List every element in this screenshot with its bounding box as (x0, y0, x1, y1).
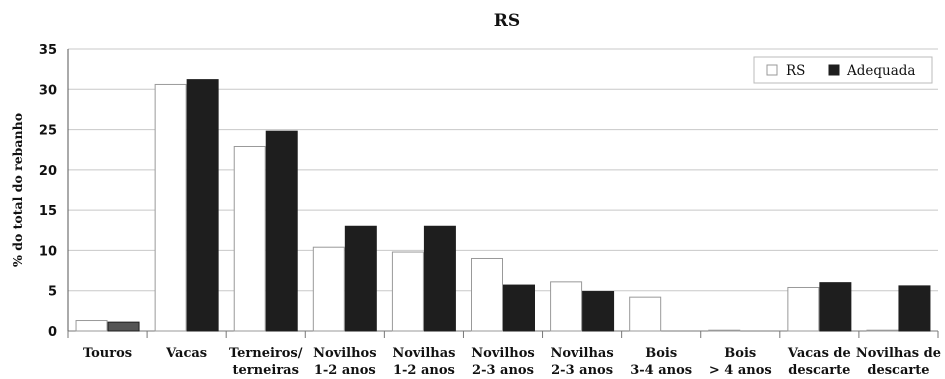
y-axis-label: % do total do rebanho (10, 113, 25, 267)
x-tick-label-line: Novilhas (550, 346, 613, 361)
legend: RS Adequada (753, 56, 933, 84)
legend-label-rs: RS (786, 63, 805, 79)
bar-rs-0 (75, 320, 108, 332)
x-tick-label: Novilhos 1-2 anos (313, 346, 376, 378)
y-tick-label: 5 (48, 285, 57, 300)
x-tick-label-line: Vacas de (787, 346, 851, 361)
bar-rs-1 (154, 83, 187, 332)
x-tick-label-line: descarte (788, 363, 850, 378)
x-tick-label-line: Novilhas (392, 346, 455, 361)
chart-title: RS (494, 11, 520, 31)
y-tick-label: 15 (39, 204, 57, 219)
x-tick-label: Novilhas 2-3 anos (550, 346, 613, 378)
bar-adequada-2 (265, 130, 298, 332)
bar-rs-10 (866, 329, 899, 332)
bar-rs-9 (787, 286, 820, 332)
x-tick-label: Touros (83, 346, 132, 361)
x-tick-label: Vacas de descarte (787, 346, 851, 378)
x-tick-label-line: Novilhos (471, 346, 534, 361)
legend-swatch-adequada (828, 64, 840, 76)
y-tick-label: 20 (39, 164, 57, 179)
bar-adequada-4 (423, 225, 456, 332)
x-tick-label-line: 3-4 anos (630, 363, 692, 378)
x-tick-label-line: 1-2 anos (314, 363, 376, 378)
bar-rs-8 (708, 329, 741, 332)
bar-rs-5 (471, 257, 503, 332)
x-tick-label: Terneiros/terneiras (229, 346, 303, 378)
legend-label-adequada: Adequada (846, 63, 915, 79)
legend-box (753, 56, 933, 84)
bar-adequada-1 (186, 79, 219, 332)
bar-adequada-3 (344, 225, 377, 332)
x-tick-label-line: Bois (724, 346, 756, 361)
y-tick-label: 0 (48, 325, 57, 340)
x-tick-label-line: descarte (867, 363, 929, 378)
x-tick-label-line: Novilhas de (856, 346, 941, 361)
x-tick-label-line: Bois (645, 346, 677, 361)
x-tick-label-line: 1-2 anos (393, 363, 455, 378)
bars (75, 79, 931, 332)
legend-swatch-rs (766, 64, 778, 76)
x-tick-label: Novilhas 1-2 anos (392, 346, 455, 378)
x-tick-label: Vacas (165, 346, 207, 361)
bar-adequada-6 (582, 291, 615, 332)
y-tick-label: 30 (39, 83, 57, 98)
bar-rs-2 (233, 145, 266, 332)
bar-rs-3 (312, 246, 345, 332)
bar-adequada-9 (819, 282, 852, 332)
x-tick-label: Bois 3-4 anos (630, 346, 692, 378)
y-tick-label: 35 (39, 43, 57, 58)
x-tick-label-line: 2-3 anos (472, 363, 534, 378)
axes (67, 49, 939, 338)
x-tick-label: Novilhas de descarte (856, 346, 941, 378)
x-tick-label: Novilhos 2-3 anos (471, 346, 534, 378)
bar-rs-4 (391, 251, 424, 332)
y-tick-label: 10 (39, 244, 57, 259)
y-tick-label: 25 (39, 124, 57, 139)
x-tick-labels: Touros Vacas Terneiros/terneiras Novilhos 1-… (83, 346, 941, 378)
bar-adequada-10 (898, 285, 931, 332)
x-tick-label-line: Novilhos (313, 346, 376, 361)
bar-adequada-0 (107, 321, 140, 332)
y-tick-labels: 0 5 10 15 20 25 30 35 (39, 43, 57, 340)
bar-adequada-5 (503, 284, 535, 332)
bar-rs-6 (550, 281, 583, 332)
bar-rs-7 (629, 296, 662, 332)
x-tick-label-line: > 4 anos (709, 363, 772, 378)
x-tick-label: Bois > 4 anos (709, 346, 772, 378)
x-tick-label-line: Vacas (165, 346, 207, 361)
x-tick-label-line: 2-3 anos (551, 363, 613, 378)
x-tick-label-line: terneiras (233, 363, 299, 378)
x-tick-label-line: Touros (83, 346, 132, 361)
x-tick-label-line: Terneiros/ (229, 346, 303, 361)
